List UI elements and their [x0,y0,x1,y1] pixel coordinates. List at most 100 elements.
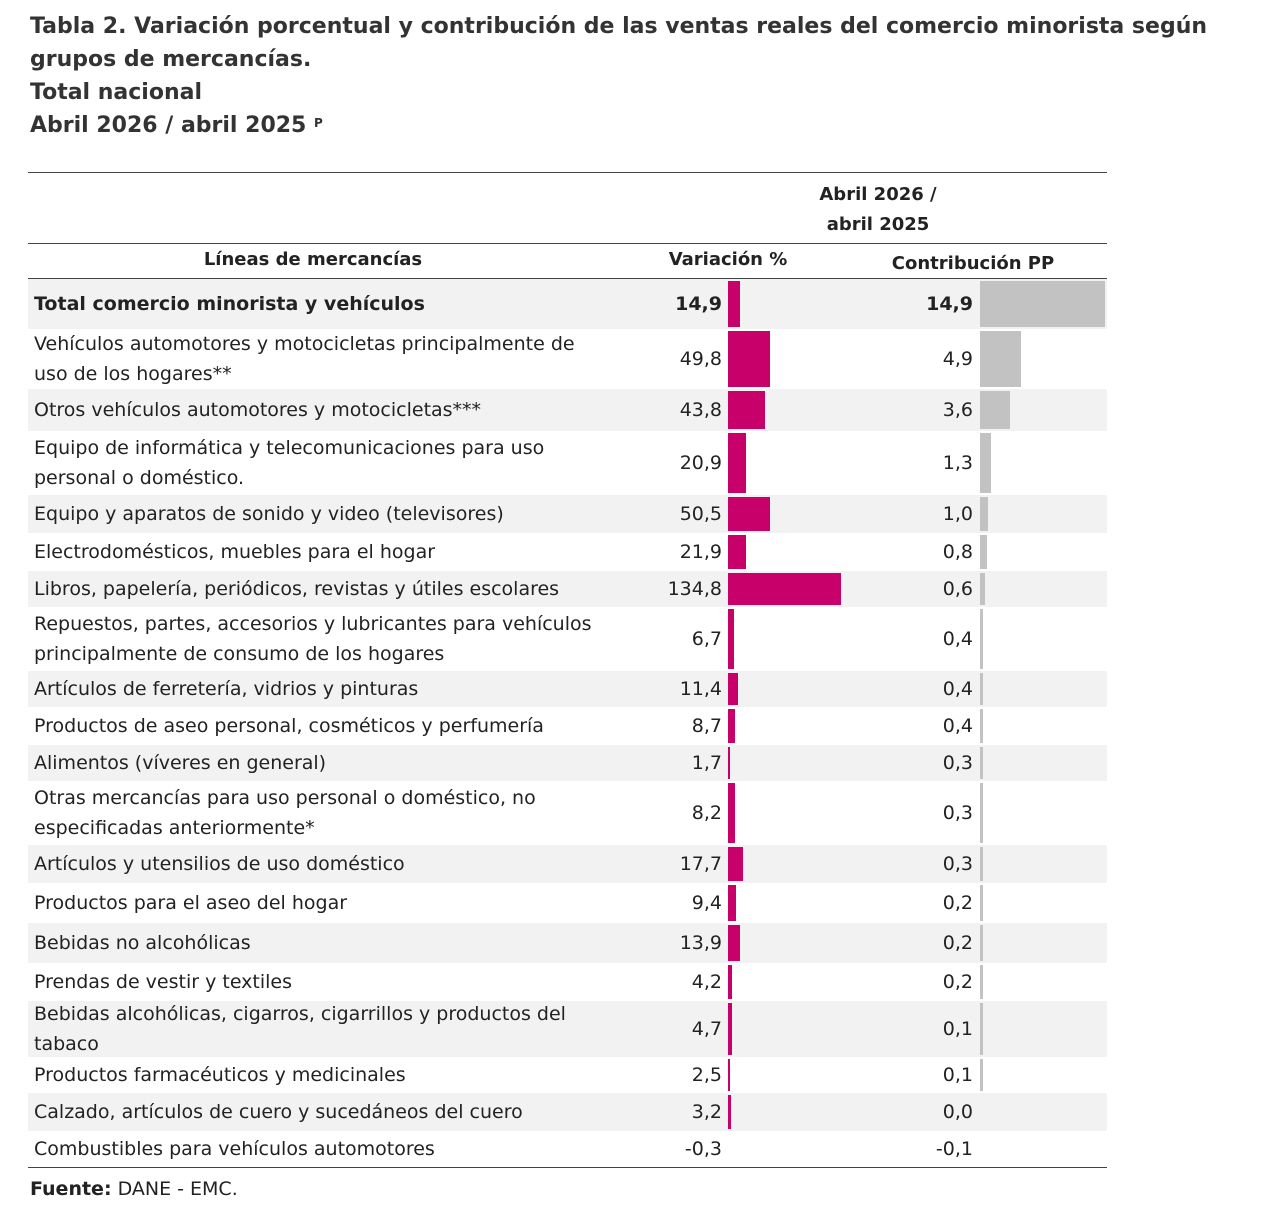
variation-bar [728,709,736,743]
period-header: Abril 2026 / abril 2025 [28,173,1107,243]
contribution-bar [980,673,984,705]
contribution-bar [980,1059,983,1091]
variation-bar [728,1059,731,1091]
contribution-value: 0,2 [942,892,973,914]
variation-bar [728,331,770,387]
variation-bar [728,747,730,779]
row-label: Repuestos, partes, accesorios y lubrican… [34,613,592,665]
variation-value: 49,8 [679,348,722,370]
variation-bar [728,965,732,999]
column-header-lines: Líneas de mercancías [203,249,423,270]
contribution-bar [980,847,983,881]
contribution-value: 0,1 [942,1018,973,1040]
column-header-rule [28,278,1107,279]
row-label: Artículos de ferretería, vidrios y pintu… [34,678,419,700]
variation-bar [728,783,735,843]
contribution-bar [980,885,983,921]
row-label: Libros, papelería, periódicos, revistas … [34,578,560,600]
variation-value: 4,2 [691,971,722,993]
row-label: Productos farmacéuticos y medicinales [34,1064,406,1086]
contribution-value: 0,2 [942,932,973,954]
contribution-value: 0,4 [942,715,973,737]
contribution-value: 1,3 [942,452,973,474]
contribution-bar [980,535,987,569]
title-period: Abril 2026 / abril 2025 [30,113,307,138]
table-row: Bebidas no alcohólicas 13,9 0,2 [28,923,1107,963]
row-label: Otros vehículos automotores y motociclet… [34,399,482,421]
table-row: Prendas de vestir y textiles 4,2 0,2 [28,963,1107,1001]
column-headers: Líneas de mercancías Variación % Contrib… [28,244,1107,278]
source-label: Fuente: [30,1178,112,1200]
row-label: Electrodomésticos, muebles para el hogar [34,541,436,563]
title-line-3: Abril 2026 / abril 2025 P [30,109,1265,142]
table-row: Productos de aseo personal, cosméticos y… [28,707,1107,745]
table-row: Productos para el aseo del hogar 9,4 0,2 [28,883,1107,923]
variation-bar [728,497,771,531]
header-rule [28,243,1107,244]
contribution-bar [980,391,1011,429]
contribution-bar [980,497,989,531]
table-row: Libros, papelería, periódicos, revistas … [28,571,1107,607]
row-label: Bebidas no alcohólicas [34,932,251,954]
table-row: Artículos de ferretería, vidrios y pintu… [28,671,1107,707]
variation-bar [728,609,734,669]
row-label: Alimentos (víveres en general) [34,752,327,774]
contribution-bar [980,433,991,493]
data-table: Abril 2026 / abril 2025 Líneas de mercan… [28,172,1107,1168]
table-row: Repuestos, partes, accesorios y lubrican… [28,607,1107,671]
title-line-2: Total nacional [30,80,203,105]
variation-value: 17,7 [679,853,722,875]
variation-bar [728,925,740,961]
row-label: Total comercio minorista y vehículos [34,293,425,315]
contribution-bar [980,331,1022,387]
variation-bar [728,1095,731,1129]
table-row: Equipo y aparatos de sonido y video (tel… [28,495,1107,533]
row-label: Equipo de informática y telecomunicacion… [34,437,545,489]
variation-value: 2,5 [691,1064,722,1086]
variation-value: 9,4 [691,892,722,914]
variation-value: 50,5 [679,503,722,525]
row-label: Artículos y utensilios de uso doméstico [34,853,405,875]
table-row: Alimentos (víveres en general) 1,7 0,3 [28,745,1107,781]
table-row: Productos farmacéuticos y medicinales 2,5… [28,1057,1107,1093]
table-row: Bebidas alcohólicas, cigarros, cigarrill… [28,1001,1107,1057]
variation-value: 6,7 [691,628,722,650]
variation-value: 20,9 [679,452,722,474]
variation-value: 8,7 [691,715,722,737]
table-row: Electrodomésticos, muebles para el hogar… [28,533,1107,571]
row-label: Vehículos automotores y motocicletas pri… [34,333,575,385]
contribution-bar [980,1003,983,1055]
source-note: Fuente: DANE - EMC. [30,1178,238,1200]
row-label: Equipo y aparatos de sonido y video (tel… [34,503,504,525]
contribution-value: 0,2 [942,971,973,993]
contribution-value: 0,1 [942,1064,973,1086]
title-line-1: Tabla 2. Variación porcentual y contribu… [30,14,1208,72]
row-label: Otras mercancías para uso personal o dom… [34,787,536,839]
variation-value: 4,7 [691,1018,722,1040]
variation-bar [728,673,738,705]
contribution-value: 3,6 [942,399,973,421]
variation-value: -0,3 [684,1138,722,1160]
contribution-value: 0,3 [942,752,973,774]
row-label: Bebidas alcohólicas, cigarros, cigarrill… [34,1003,566,1055]
column-header-variation: Variación % [668,249,788,270]
source-text: DANE - EMC. [111,1178,238,1200]
table-body: Total comercio minorista y vehículos 14,9… [28,279,1107,1167]
variation-value: 11,4 [679,678,722,700]
bottom-rule [28,1167,1107,1168]
contribution-bar [980,709,984,743]
table-row: Otras mercancías para uso personal o dom… [28,781,1107,845]
variation-value: 21,9 [679,541,722,563]
variation-bar [728,885,736,921]
table-row: Otros vehículos automotores y motociclet… [28,389,1107,431]
contribution-bar [980,965,983,999]
variation-bar [728,433,746,493]
table-title: Tabla 2. Variación porcentual y contribu… [30,10,1265,142]
row-label: Productos de aseo personal, cosméticos y… [34,715,544,737]
row-label: Prendas de vestir y textiles [34,971,293,993]
contribution-value: 0,6 [942,578,973,600]
table-row: Vehículos automotores y motocicletas pri… [28,329,1107,389]
contribution-value: -0,1 [935,1138,973,1160]
contribution-value: 0,4 [942,678,973,700]
row-label: Combustibles para vehículos automotores [34,1138,435,1160]
